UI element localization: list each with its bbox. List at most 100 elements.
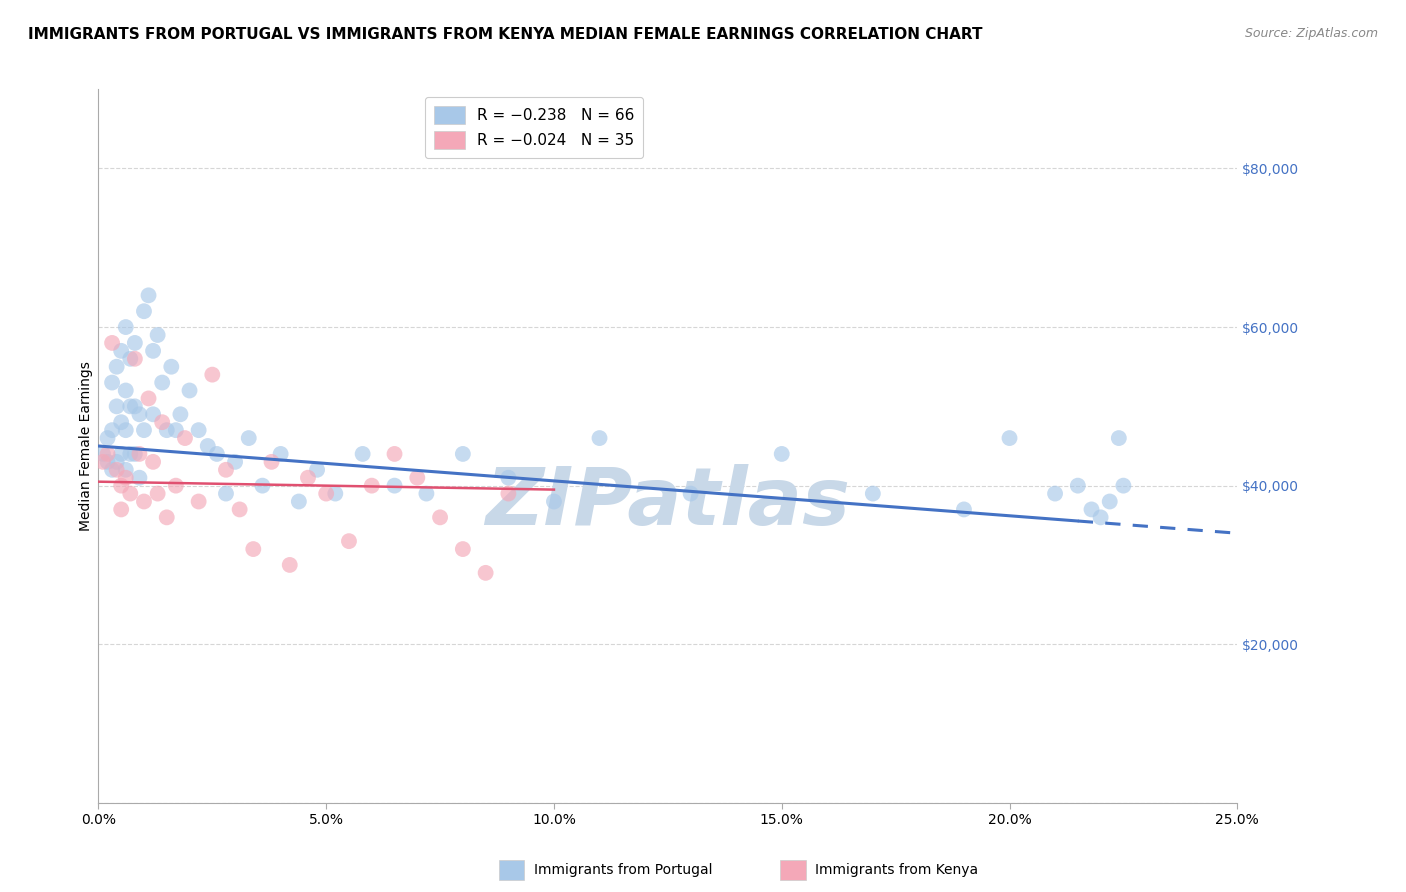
Point: [110, 478, 132, 492]
Point: [120, 486, 142, 500]
Point: [1067, 478, 1090, 492]
Point: [101, 423, 124, 437]
Point: [124, 335, 146, 350]
Point: [96, 447, 118, 461]
Point: [323, 486, 346, 500]
Point: [160, 359, 183, 374]
Point: [384, 447, 406, 461]
Point: [297, 471, 319, 485]
Point: [120, 351, 142, 366]
Text: Immigrants from Kenya: Immigrants from Kenya: [815, 863, 979, 877]
Point: [124, 400, 146, 414]
Point: [120, 447, 142, 461]
Point: [91, 455, 114, 469]
Point: [96, 431, 118, 445]
Point: [146, 328, 169, 343]
Point: [429, 510, 451, 524]
Point: [1080, 502, 1102, 516]
Point: [862, 486, 884, 500]
Point: [197, 439, 219, 453]
Point: [543, 494, 565, 508]
Point: [337, 534, 360, 549]
Point: [224, 455, 246, 469]
Point: [187, 423, 209, 437]
Point: [96, 455, 118, 469]
Point: [1112, 478, 1135, 492]
Point: [352, 447, 374, 461]
Point: [238, 431, 260, 445]
Point: [150, 376, 173, 390]
Point: [270, 447, 292, 461]
Point: [101, 335, 124, 350]
Point: [110, 343, 132, 358]
Point: [1098, 494, 1121, 508]
Point: [110, 447, 132, 461]
Point: [242, 542, 264, 557]
Point: [474, 566, 496, 580]
Point: [114, 384, 136, 398]
Point: [110, 502, 132, 516]
Point: [142, 407, 165, 421]
Legend: R = −0.238   N = 66, R = −0.024   N = 35: R = −0.238 N = 66, R = −0.024 N = 35: [425, 97, 644, 158]
Point: [114, 423, 136, 437]
Point: [132, 423, 155, 437]
Point: [105, 455, 128, 469]
Point: [114, 320, 136, 334]
Point: [142, 455, 165, 469]
Point: [451, 542, 474, 557]
Text: ZIPatlas: ZIPatlas: [485, 464, 851, 542]
Point: [124, 447, 146, 461]
Point: [415, 486, 437, 500]
Point: [215, 486, 238, 500]
Point: [179, 384, 201, 398]
Text: IMMIGRANTS FROM PORTUGAL VS IMMIGRANTS FROM KENYA MEDIAN FEMALE EARNINGS CORRELA: IMMIGRANTS FROM PORTUGAL VS IMMIGRANTS F…: [28, 27, 983, 42]
Point: [215, 463, 238, 477]
Point: [120, 400, 142, 414]
Point: [288, 494, 311, 508]
Point: [174, 431, 197, 445]
Point: [360, 478, 382, 492]
Point: [156, 423, 179, 437]
Point: [165, 478, 187, 492]
Point: [101, 463, 124, 477]
Point: [105, 463, 128, 477]
Point: [679, 486, 702, 500]
Point: [146, 486, 169, 500]
Point: [150, 415, 173, 429]
Point: [105, 359, 128, 374]
Point: [132, 494, 155, 508]
Point: [138, 392, 160, 406]
Point: [406, 471, 429, 485]
Point: [953, 502, 976, 516]
Point: [260, 455, 283, 469]
Point: [384, 478, 406, 492]
Point: [142, 343, 165, 358]
Point: [498, 486, 520, 500]
Point: [165, 423, 187, 437]
Point: [105, 400, 128, 414]
Point: [124, 351, 146, 366]
Point: [770, 447, 793, 461]
Point: [169, 407, 191, 421]
Point: [307, 463, 329, 477]
Point: [1090, 510, 1112, 524]
Point: [156, 510, 179, 524]
Point: [132, 304, 155, 318]
Point: [1043, 486, 1066, 500]
Point: [101, 376, 124, 390]
Point: [498, 471, 520, 485]
Point: [588, 431, 610, 445]
Text: Source: ZipAtlas.com: Source: ZipAtlas.com: [1244, 27, 1378, 40]
Point: [201, 368, 224, 382]
Point: [110, 415, 132, 429]
Text: Immigrants from Portugal: Immigrants from Portugal: [534, 863, 713, 877]
Point: [205, 447, 228, 461]
Point: [114, 471, 136, 485]
Point: [114, 463, 136, 477]
Y-axis label: Median Female Earnings: Median Female Earnings: [79, 361, 93, 531]
Point: [278, 558, 301, 572]
Point: [128, 407, 150, 421]
Point: [1108, 431, 1130, 445]
Point: [451, 447, 474, 461]
Point: [128, 471, 150, 485]
